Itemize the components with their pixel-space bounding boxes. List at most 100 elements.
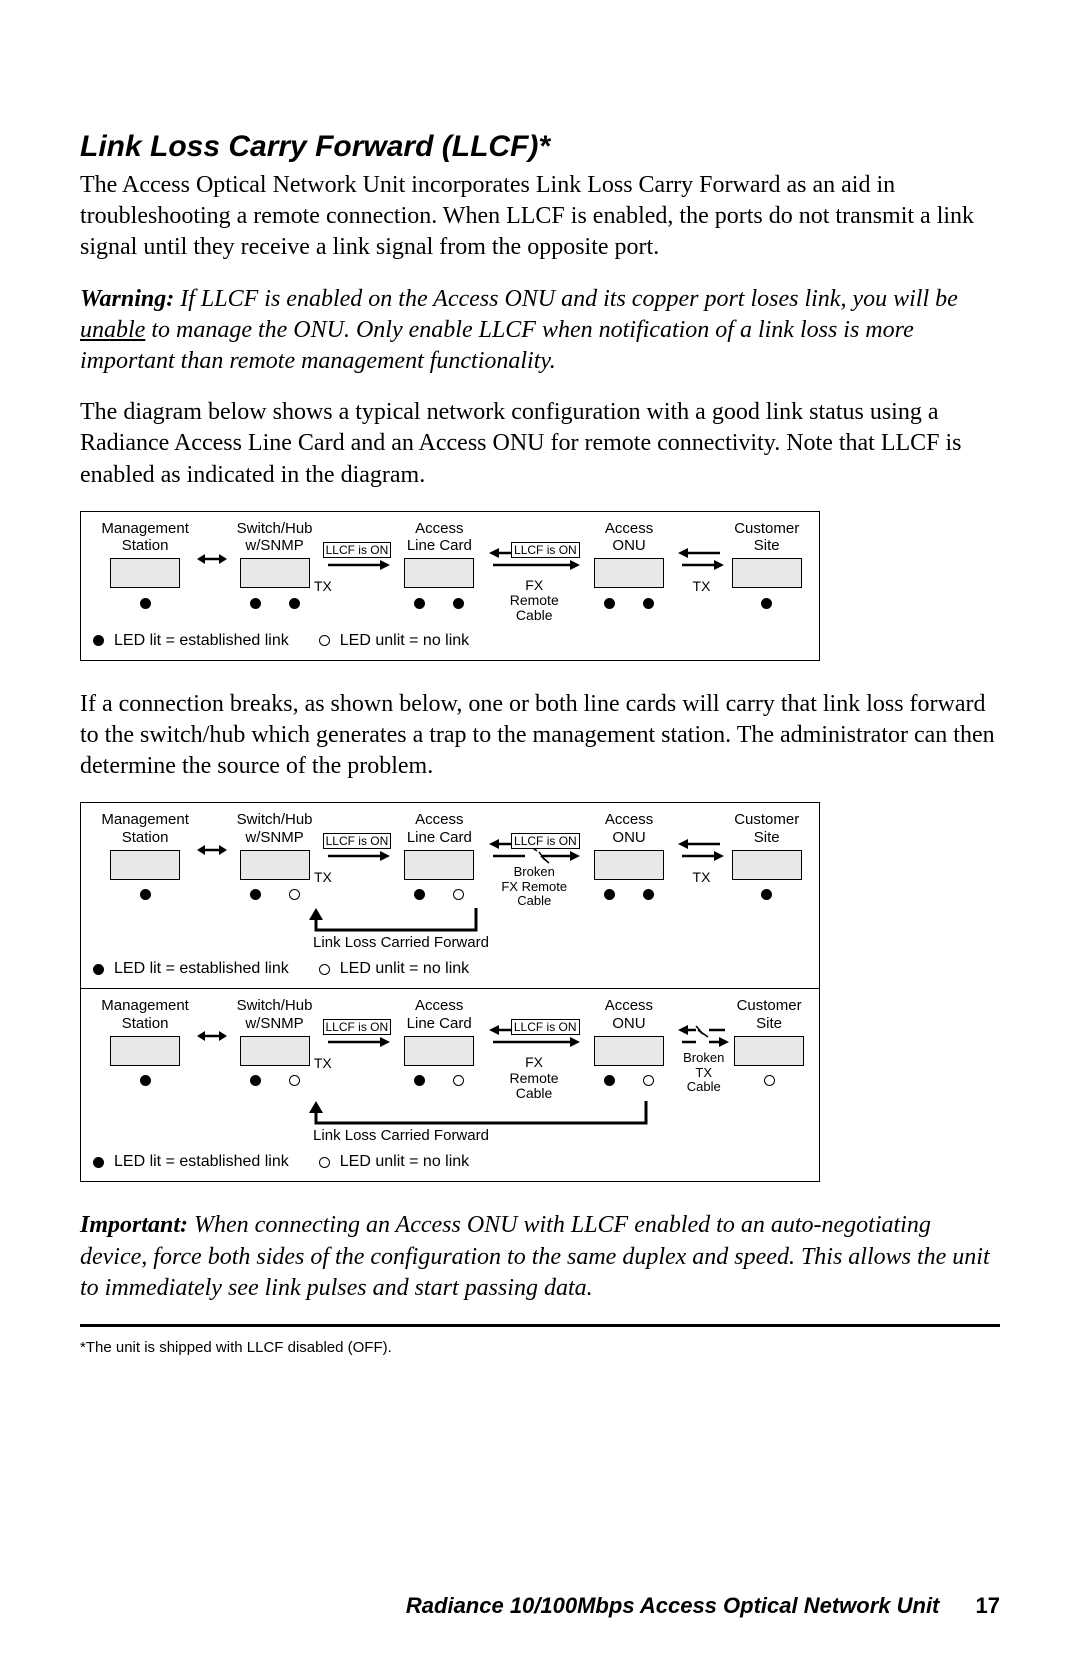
node-label-mgmt: Management Station [101,520,189,555]
tx-label: TX [693,578,711,594]
page-number: 17 [976,1593,1000,1618]
diagram-legend: LED lit = established link LED unlit = n… [81,952,819,988]
node-box [110,1036,180,1066]
warning-underline: unable [80,317,145,343]
led-icon [761,889,772,900]
node-box [110,850,180,880]
paragraph-intro: The Access Optical Network Unit incorpor… [80,170,1000,264]
led-icon [93,635,104,646]
led-icon [761,598,772,609]
important-label: Important: [80,1212,188,1238]
double-arrow-icon [676,544,726,574]
node-label-switch: Switch/Hub w/SNMP [237,520,313,555]
node-label-cust: Customer Site [737,997,802,1032]
llcf-tag: LLCF is ON [511,542,580,558]
led-icon [414,1075,425,1086]
legend-lit: LED lit = established link [114,1153,289,1171]
led-icon [643,889,654,900]
page-title: Link Loss Carry Forward (LLCF)* [80,130,1000,164]
tx-label: TX [314,869,332,885]
led-icon [319,1157,330,1168]
llcf-tag: LLCF is ON [323,833,392,849]
led-icon [140,1075,151,1086]
llcf-tag: LLCF is ON [323,542,392,558]
node-label-switch: Switch/Hub w/SNMP [237,811,313,846]
led-icon [643,1075,654,1086]
node-box [732,850,802,880]
led-icon [453,889,464,900]
broken-fx-label: Broken FX Remote Cable [501,865,567,908]
node-box [110,558,180,588]
fx-label: FX Remote Cable [510,1055,559,1101]
led-icon [93,1157,104,1168]
diagram-broken-tx: Management Station Switch/Hub w/SNMP LLC… [80,988,820,1182]
broken-tx-label: Broken TX Cable [683,1051,724,1094]
node-label-mgmt: Management Station [101,997,189,1032]
double-arrow-icon [676,835,726,865]
node-box [404,850,474,880]
node-box [594,558,664,588]
led-icon [250,598,261,609]
carried-forward-label: Link Loss Carried Forward [261,934,541,951]
diagram-broken-fx: Management Station Switch/Hub w/SNMP LLC… [80,802,820,988]
warning-text-b: to manage the ONU. Only enable LLCF when… [80,317,914,374]
page-footer: Radiance 10/100Mbps Access Optical Netwo… [406,1593,1000,1619]
footnote: *The unit is shipped with LLCF disabled … [80,1339,1000,1356]
legend-unlit: LED unlit = no link [340,632,469,650]
important-paragraph: Important: When connecting an Access ONU… [80,1210,1000,1304]
warning-label: Warning: [80,286,174,312]
llcf-tag: LLCF is ON [323,1019,392,1035]
node-label-onu: Access ONU [605,811,653,846]
led-icon [643,598,654,609]
node-label-switch: Switch/Hub w/SNMP [237,997,313,1032]
node-box [734,1036,804,1066]
node-label-alc: Access Line Card [407,811,472,846]
fx-label: FX Remote Cable [510,578,559,624]
led-icon [453,1075,464,1086]
led-icon [289,889,300,900]
tx-label: TX [314,578,332,594]
led-icon [604,889,615,900]
llcf-tag: LLCF is ON [511,1019,580,1035]
node-box [404,558,474,588]
node-box [732,558,802,588]
led-icon [764,1075,775,1086]
led-icon [453,598,464,609]
node-box [240,558,310,588]
double-arrow-icon [197,544,227,574]
divider [80,1324,1000,1327]
node-label-onu: Access ONU [605,520,653,555]
important-text: When connecting an Access ONU with LLCF … [80,1212,990,1300]
double-arrow-icon [197,835,227,865]
double-arrow-icon [197,1021,227,1051]
node-label-cust: Customer Site [734,811,799,846]
node-label-alc: Access Line Card [407,520,472,555]
node-label-alc: Access Line Card [407,997,472,1032]
legend-lit: LED lit = established link [114,632,289,650]
paragraph-break-intro: If a connection breaks, as shown below, … [80,689,1000,783]
node-label-onu: Access ONU [605,997,653,1032]
led-icon [289,1075,300,1086]
led-icon [604,1075,615,1086]
diagram-legend: LED lit = established link LED unlit = n… [81,624,819,660]
led-icon [414,598,425,609]
warning-paragraph: Warning: If LLCF is enabled on the Acces… [80,284,1000,378]
footer-title: Radiance 10/100Mbps Access Optical Netwo… [406,1593,940,1618]
node-label-mgmt: Management Station [101,811,189,846]
led-icon [319,964,330,975]
led-icon [319,635,330,646]
led-icon [93,964,104,975]
led-icon [414,889,425,900]
paragraph-diagram-intro: The diagram below shows a typical networ… [80,397,1000,491]
node-box [240,1036,310,1066]
node-label-cust: Customer Site [734,520,799,555]
diagram-legend: LED lit = established link LED unlit = n… [81,1145,819,1181]
led-icon [140,889,151,900]
led-icon [289,598,300,609]
llcf-tag: LLCF is ON [511,833,580,849]
node-box [594,850,664,880]
legend-lit: LED lit = established link [114,960,289,978]
led-icon [604,598,615,609]
led-icon [250,1075,261,1086]
tx-label: TX [693,869,711,885]
